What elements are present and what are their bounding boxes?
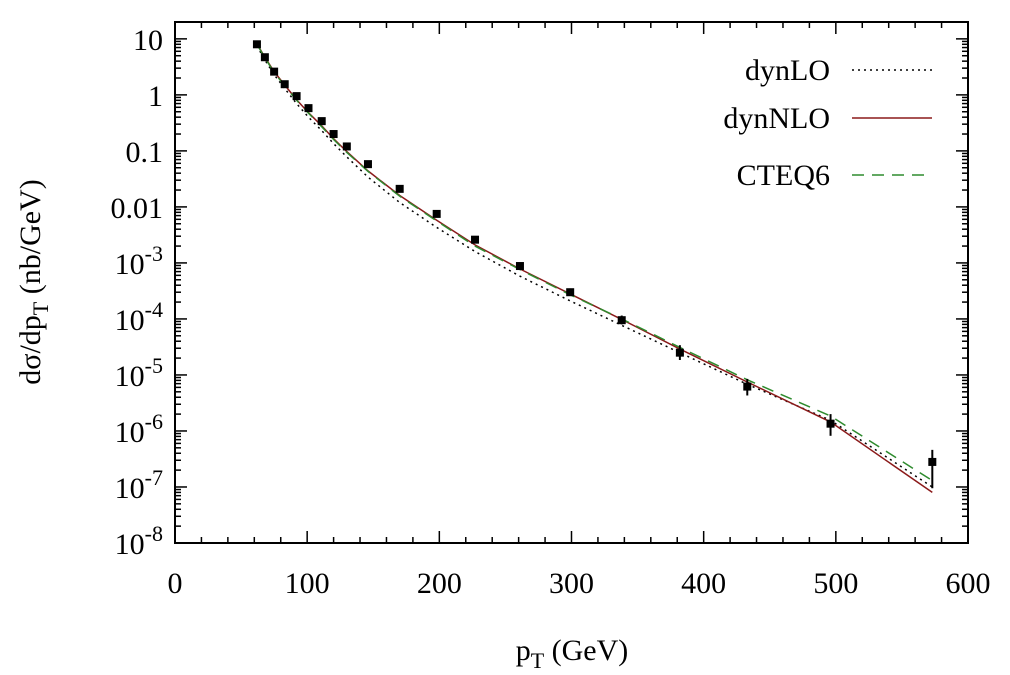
x-tick-labels: 0 100 200 300 400 500 600 xyxy=(168,567,991,600)
x-tick-label: 0 xyxy=(168,567,183,600)
data-point xyxy=(743,382,752,391)
legend-label: dynLO xyxy=(745,54,830,87)
data-point xyxy=(826,419,835,428)
x-tick-label: 200 xyxy=(417,567,462,600)
legend: dynLO dynNLO CTEQ6 xyxy=(723,54,932,192)
data-point xyxy=(515,262,524,271)
data-point xyxy=(617,316,626,325)
y-tick-label: 0.01 xyxy=(111,192,164,225)
data-point xyxy=(363,160,372,169)
data-point xyxy=(566,288,575,297)
plot-frame xyxy=(174,21,969,544)
axis-ticks xyxy=(174,21,969,544)
data-point xyxy=(292,92,301,101)
x-axis-title: pT (GeV) xyxy=(516,634,629,673)
y-tick-label: 0.1 xyxy=(126,136,164,169)
data-point xyxy=(928,457,937,466)
series-line-cteq6 xyxy=(256,43,933,482)
data-point xyxy=(260,53,269,62)
x-tick-label: 400 xyxy=(681,567,726,600)
y-axis-title: dσ/dpT (nb/GeV) xyxy=(14,179,53,384)
y-tick-label: 10-7 xyxy=(115,465,163,505)
y-tick-label: 10-5 xyxy=(115,353,163,393)
data-point xyxy=(280,80,289,89)
series-line-dynlo xyxy=(256,45,933,488)
data-point xyxy=(252,40,261,49)
x-tick-label: 300 xyxy=(549,567,594,600)
y-tick-label: 1 xyxy=(148,80,163,113)
y-tick-label: 10-4 xyxy=(115,297,163,337)
data-point xyxy=(432,209,441,218)
data-point xyxy=(675,348,684,357)
y-tick-label: 10-8 xyxy=(115,521,163,561)
plot-border xyxy=(174,21,969,544)
y-tick-label: 10 xyxy=(133,24,163,57)
data-point xyxy=(342,142,351,151)
y-tick-labels: 10 1 0.1 0.01 10-3 10-4 10-5 10-6 10-7 10-8 xyxy=(111,24,164,561)
data-point xyxy=(329,130,338,139)
data-point xyxy=(270,67,279,76)
plot-layer xyxy=(252,40,937,494)
legend-label: CTEQ6 xyxy=(737,159,830,192)
data-point xyxy=(471,235,480,244)
y-tick-label: 10-6 xyxy=(115,409,163,449)
y-tick-label: 10-3 xyxy=(115,241,163,281)
data-point xyxy=(317,117,326,126)
data-point xyxy=(395,184,404,193)
legend-label: dynNLO xyxy=(723,102,830,135)
x-tick-label: 600 xyxy=(946,567,991,600)
data-point xyxy=(304,104,313,113)
x-tick-label: 100 xyxy=(285,567,330,600)
x-tick-label: 500 xyxy=(813,567,858,600)
